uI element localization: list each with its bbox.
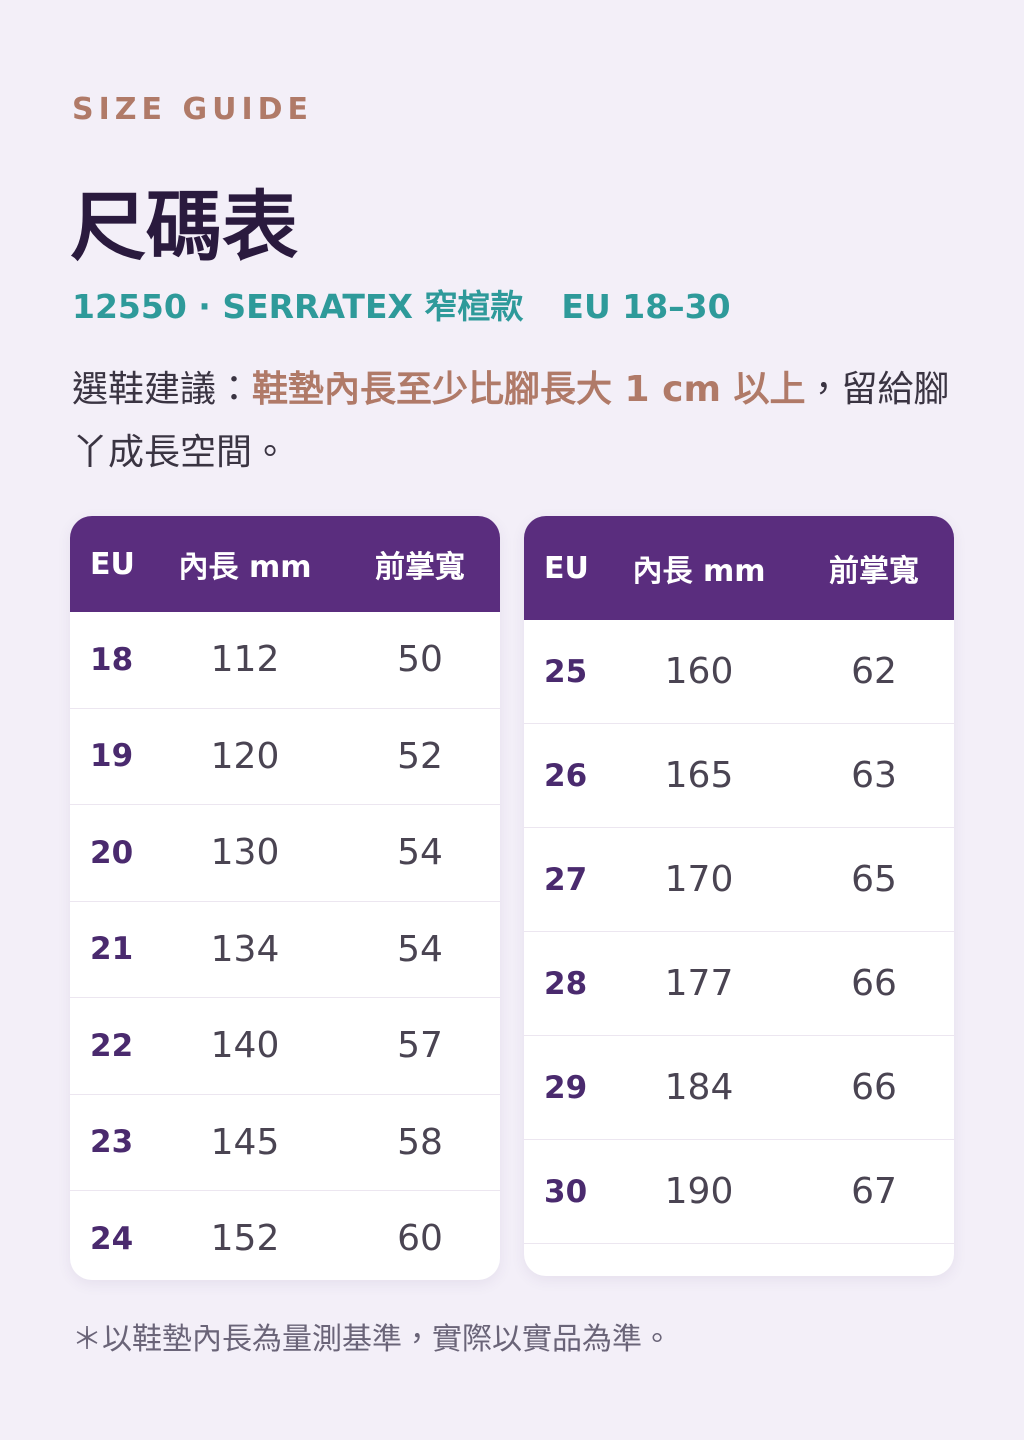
- cell: 120: [210, 735, 280, 777]
- column-header: 內長 mm: [632, 554, 766, 589]
- cell: 23: [90, 1124, 134, 1161]
- table-row: 21 134 54: [70, 902, 500, 998]
- advice-emphasis: 鞋墊內長至少比腳長大 1 cm 以上: [252, 369, 806, 410]
- table-row: 22 140 57: [70, 998, 500, 1095]
- size-table: EU 內長 mm 前掌寬 25 160 62 26 165 63 27 170 65 28 177 66 29…: [524, 516, 954, 1276]
- cell: 26: [544, 757, 588, 794]
- table-row: 26 165 63: [524, 724, 954, 828]
- cell: 21: [90, 931, 134, 968]
- cell: 60: [397, 1218, 443, 1260]
- cell: 54: [397, 928, 443, 970]
- cell: 67: [851, 1171, 897, 1212]
- cell: 28: [544, 965, 588, 1002]
- cell: 65: [851, 859, 897, 900]
- range: EU 18–30: [561, 287, 731, 326]
- cell: 27: [544, 861, 588, 898]
- subtitle: 12550 · SERRATEX 窄楦款 EU 18–30: [72, 280, 731, 328]
- cell: 57: [397, 1025, 443, 1067]
- table-row: 25 160 62: [524, 620, 954, 724]
- cell: 184: [664, 1067, 734, 1108]
- cell: 58: [397, 1121, 443, 1163]
- table-header: EU 內長 mm 前掌寬: [524, 516, 954, 620]
- cell: 30: [544, 1173, 588, 1210]
- table-row: 24 152 60: [70, 1191, 500, 1280]
- table-row: 28 177 66: [524, 932, 954, 1036]
- table-row: 20 130 54: [70, 805, 500, 902]
- cell: 18: [90, 641, 134, 678]
- cell: 190: [664, 1171, 734, 1212]
- column-header: EU: [90, 546, 135, 582]
- cell: 54: [397, 832, 443, 874]
- cell: 25: [544, 653, 588, 690]
- cell: 170: [664, 859, 734, 900]
- cell: 63: [851, 755, 897, 796]
- cell: 140: [210, 1025, 280, 1067]
- size-table: EU 內長 mm 前掌寬 18 112 50 19 120 52 20 130 54 21 134 54 22…: [70, 516, 500, 1280]
- column-header: 內長 mm: [178, 550, 312, 585]
- column-header: EU: [544, 550, 589, 586]
- cell: 177: [664, 963, 734, 1004]
- cell: 130: [210, 832, 280, 874]
- cell: 24: [90, 1220, 134, 1257]
- advice: 選鞋建議：鞋墊內長至少比腳長大 1 cm 以上，留給腳丫成長空間。: [72, 358, 952, 484]
- table-row: 30 190 67: [524, 1140, 954, 1244]
- eyebrow: SIZE GUIDE: [72, 92, 314, 127]
- table-row: 19 120 52: [70, 709, 500, 805]
- cell: 22: [90, 1027, 134, 1064]
- cell: 160: [664, 651, 734, 692]
- cell: 66: [851, 1067, 897, 1108]
- table-row: 29 184 66: [524, 1036, 954, 1140]
- cell: 66: [851, 963, 897, 1004]
- cell: 112: [210, 639, 280, 681]
- footnote: ＊以鞋墊內長為量測基準，實際以實品為準。: [72, 1322, 672, 1357]
- column-header: 前掌寬: [375, 550, 465, 585]
- cell: 50: [397, 639, 443, 681]
- table-row: 23 145 58: [70, 1095, 500, 1191]
- cell: 134: [210, 928, 280, 970]
- cell: 20: [90, 834, 134, 871]
- table-row: 27 170 65: [524, 828, 954, 932]
- cell: 152: [210, 1218, 280, 1260]
- advice-lead: 選鞋建議：: [72, 369, 253, 410]
- cell: 52: [397, 735, 443, 777]
- advice-tail: ，留給腳丫成長空間。: [72, 369, 950, 473]
- cell: 29: [544, 1069, 588, 1106]
- table-row: 18 112 50: [70, 612, 500, 709]
- title: 尺碼表: [70, 182, 298, 271]
- cell: 145: [210, 1121, 280, 1163]
- model: 12550 · SERRATEX 窄楦款: [72, 287, 524, 326]
- cell: 19: [90, 738, 134, 775]
- table-header: EU 內長 mm 前掌寬: [70, 516, 500, 612]
- cell: 165: [664, 755, 734, 796]
- column-header: 前掌寬: [829, 554, 919, 589]
- cell: 62: [851, 651, 897, 692]
